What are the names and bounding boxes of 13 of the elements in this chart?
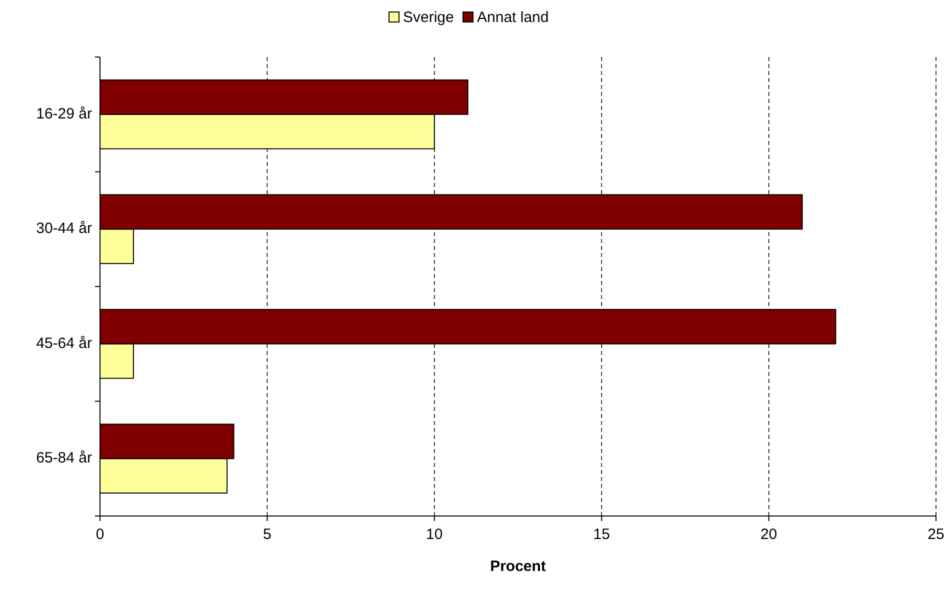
y-tick-label: 45-64 år: [36, 334, 92, 352]
y-tick-label: 65-84 år: [36, 450, 92, 467]
x-tick-label: 15: [593, 526, 610, 543]
y-tick-label: 30-44 år: [36, 220, 92, 238]
x-axis-title: Procent: [490, 558, 546, 575]
legend-label: Annat land: [477, 8, 549, 26]
y-tick-label: 16-29 år: [36, 105, 92, 122]
x-tick-label: 25: [928, 526, 944, 543]
x-tick-label: 20: [760, 526, 778, 543]
x-tick-label: 5: [263, 526, 272, 543]
x-tick-label: 10: [426, 526, 443, 543]
legend-label: Sverige: [403, 8, 454, 26]
x-tick-label: 0: [96, 526, 104, 543]
